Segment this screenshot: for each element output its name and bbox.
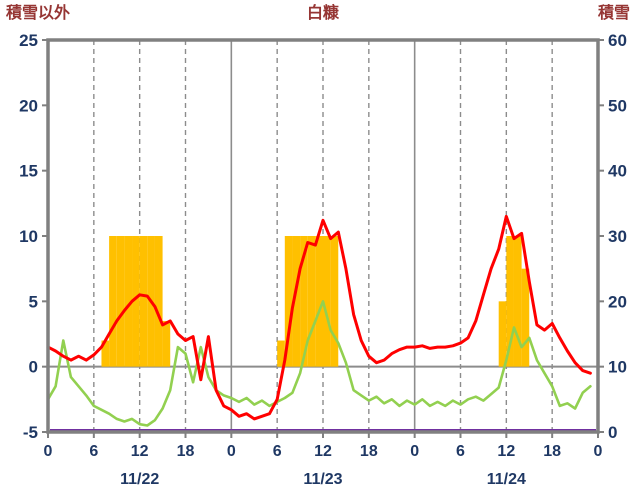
line-green-series: [46, 299, 592, 427]
svg-text:6: 6: [273, 443, 282, 460]
svg-text:11/23: 11/23: [303, 471, 342, 488]
bar-series: [101, 236, 530, 367]
svg-text:25: 25: [19, 31, 38, 50]
svg-text:10: 10: [608, 358, 627, 377]
svg-text:12: 12: [314, 443, 332, 460]
svg-text:6: 6: [89, 443, 98, 460]
svg-text:18: 18: [177, 443, 195, 460]
svg-text:0: 0: [410, 443, 419, 460]
left-axis-title: 積雪以外: [6, 5, 71, 22]
svg-text:50: 50: [608, 96, 627, 115]
svg-text:12: 12: [131, 443, 149, 460]
svg-text:0: 0: [29, 358, 38, 377]
svg-text:20: 20: [19, 96, 38, 115]
svg-text:20: 20: [608, 292, 627, 311]
svg-text:40: 40: [608, 162, 627, 181]
svg-text:15: 15: [19, 162, 38, 181]
chart-title: 白糠: [306, 5, 339, 22]
svg-text:0: 0: [608, 423, 617, 442]
svg-text:18: 18: [543, 443, 561, 460]
svg-text:10: 10: [19, 227, 38, 246]
svg-text:30: 30: [608, 227, 627, 246]
line-red-series: [46, 214, 592, 421]
svg-text:0: 0: [44, 443, 53, 460]
svg-text:0: 0: [594, 443, 603, 460]
svg-text:12: 12: [497, 443, 515, 460]
svg-text:60: 60: [608, 31, 627, 50]
svg-text:5: 5: [29, 292, 38, 311]
svg-text:6: 6: [456, 443, 465, 460]
svg-text:11/24: 11/24: [487, 471, 526, 488]
svg-text:18: 18: [360, 443, 378, 460]
svg-text:-5: -5: [23, 423, 38, 442]
right-axis-title: 積雪: [597, 5, 630, 22]
svg-text:11/22: 11/22: [120, 471, 159, 488]
svg-text:0: 0: [227, 443, 236, 460]
